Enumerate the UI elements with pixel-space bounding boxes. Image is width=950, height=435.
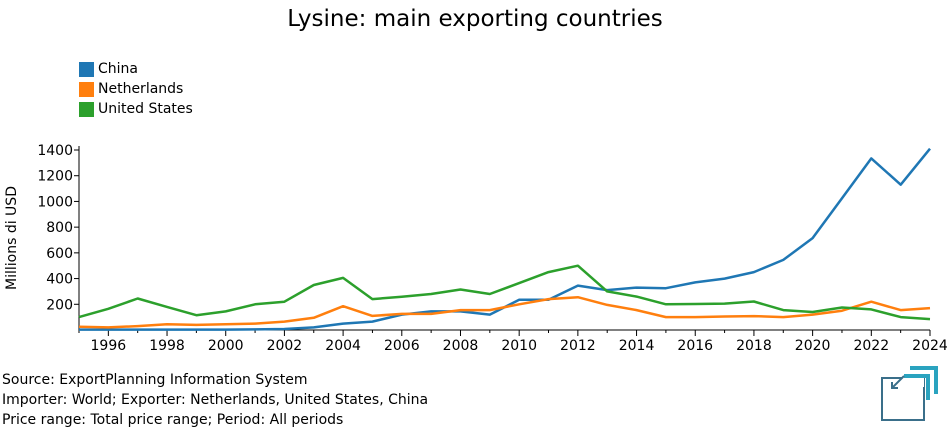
y-tick-label: 600 bbox=[46, 246, 73, 262]
line-chart: 200 400 600 800 1000 1200 1400 1996 1998 2000 2002… bbox=[4, 143, 948, 354]
exportplanning-logo-icon bbox=[881, 366, 938, 421]
series-lines bbox=[78, 147, 931, 331]
x-tick-label: 2006 bbox=[384, 338, 420, 354]
x-tick-label: 2014 bbox=[619, 338, 655, 354]
legend: China Netherlands United States bbox=[79, 59, 193, 119]
legend-item-china[interactable]: China bbox=[79, 59, 193, 79]
y-tick-label: 800 bbox=[46, 220, 73, 236]
source-text: Source: ExportPlanning Information Syste… bbox=[2, 372, 308, 388]
filter-text: Importer: World; Exporter: Netherlands, … bbox=[2, 392, 429, 408]
x-tick-label: 2010 bbox=[501, 338, 537, 354]
x-tick-label: 2024 bbox=[912, 338, 948, 354]
range-text: Price range: Total price range; Period: … bbox=[2, 412, 344, 428]
legend-swatch-netherlands bbox=[79, 81, 94, 97]
legend-label-netherlands: Netherlands bbox=[98, 81, 184, 97]
y-tick-label: 1200 bbox=[37, 169, 73, 185]
x-tick-label: 2002 bbox=[267, 338, 303, 354]
x-tick-label: 2004 bbox=[325, 338, 361, 354]
y-tick-label: 1000 bbox=[37, 194, 73, 210]
x-tick-label: 2022 bbox=[853, 338, 889, 354]
y-axis-label: Millions di USD bbox=[4, 186, 20, 290]
axes: 200 400 600 800 1000 1200 1400 1996 1998 2000 2002… bbox=[37, 143, 948, 354]
series-line-netherlands bbox=[78, 295, 931, 329]
series-line-united-states bbox=[78, 264, 931, 321]
x-tick-label: 2016 bbox=[677, 338, 713, 354]
x-tick-label: 2020 bbox=[795, 338, 831, 354]
legend-swatch-united-states bbox=[79, 101, 94, 117]
series-line-china bbox=[79, 147, 931, 331]
x-tick-label: 2018 bbox=[736, 338, 772, 354]
footer: Source: ExportPlanning Information Syste… bbox=[2, 370, 428, 430]
legend-label-united-states: United States bbox=[98, 101, 193, 117]
y-tick-label: 400 bbox=[46, 272, 73, 288]
legend-label-china: China bbox=[98, 61, 138, 77]
legend-swatch-china bbox=[79, 61, 94, 77]
legend-item-united-states[interactable]: United States bbox=[79, 99, 193, 119]
x-tick-label: 1998 bbox=[149, 338, 185, 354]
y-tick-label: 200 bbox=[46, 297, 73, 313]
y-tick-label: 1400 bbox=[37, 143, 73, 159]
chart-title: Lysine: main exporting countries bbox=[287, 6, 663, 32]
legend-item-netherlands[interactable]: Netherlands bbox=[79, 79, 193, 99]
x-tick-label: 2000 bbox=[208, 338, 244, 354]
x-tick-label: 1996 bbox=[91, 338, 127, 354]
x-tick-label: 2008 bbox=[443, 338, 479, 354]
x-tick-label: 2012 bbox=[560, 338, 596, 354]
